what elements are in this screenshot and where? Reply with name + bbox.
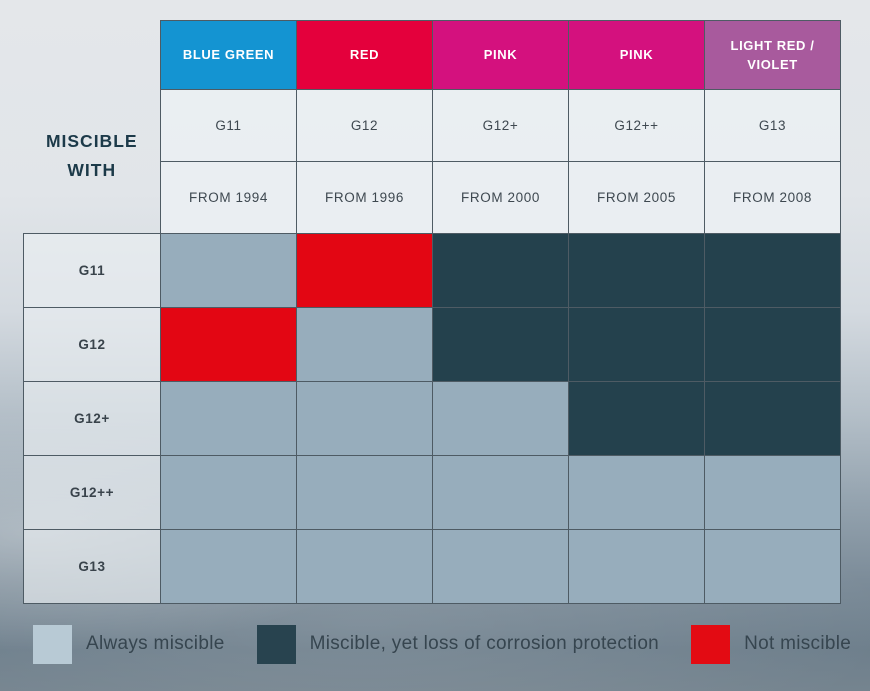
legend-label-always-miscible: Always miscible	[86, 633, 225, 654]
column-year-g13: FROM 2008	[704, 161, 841, 234]
column-color-header-g13: LIGHT RED / VIOLET	[704, 20, 841, 90]
matrix-cell-g12-g11	[160, 307, 297, 382]
legend-item-loss-of-protection: Miscible, yet loss of corrosion protecti…	[256, 624, 660, 664]
matrix-cell-g13-g12pp	[568, 529, 705, 604]
legend-swatch-always-miscible	[33, 624, 72, 664]
column-code-g12p: G12+	[432, 89, 569, 162]
column-color-header-g12pp: PINK	[568, 20, 705, 90]
matrix-cell-g12-g12pp	[568, 307, 705, 382]
legend-swatch-not-miscible	[691, 624, 731, 664]
matrix-table: MISCIBLE WITH BLUE GREEN RED PINK PINK LIGHT …	[23, 20, 841, 604]
matrix-cell-g12pp-g12pp	[568, 455, 705, 530]
legend-label-loss-of-protection: Miscible, yet loss of corrosion protecti…	[309, 633, 660, 654]
header-color-row: MISCIBLE WITH BLUE GREEN RED PINK PINK LIGHT …	[24, 20, 841, 180]
column-code-g13: G13	[704, 89, 841, 162]
column-year-g12: FROM 1996	[296, 161, 433, 234]
row-label-g12p: G12+	[23, 381, 161, 456]
matrix-row-g12p: G12+	[23, 381, 841, 456]
legend-item-always-miscible: Always miscible	[33, 624, 225, 664]
legend-label-not-miscible: Not miscible	[744, 633, 852, 654]
row-label-g13: G13	[23, 529, 161, 604]
matrix-cell-g12p-g13	[704, 381, 841, 456]
matrix-cell-g12-g12	[296, 307, 433, 382]
header-since-row: FROM 1994 FROM 1996 FROM 2000 FROM 2005 FROM…	[24, 161, 841, 234]
row-label-g11: G11	[23, 233, 161, 308]
matrix-cell-g12pp-g12p	[432, 455, 569, 530]
matrix-cell-g12-g13	[704, 307, 841, 382]
page-title: MISCIBLE WITH	[45, 131, 138, 181]
column-code-g12pp: G12++	[568, 89, 705, 162]
matrix-cell-g12p-g12p	[432, 381, 569, 456]
matrix-cell-g12p-g12	[296, 381, 433, 456]
matrix-cell-g11-g12pp	[568, 233, 705, 308]
column-year-g12p: FROM 2000	[432, 161, 569, 234]
column-year-g12pp: FROM 2005	[568, 161, 705, 234]
matrix-cell-g12p-g12pp	[568, 381, 705, 456]
column-code-g12: G12	[296, 89, 433, 162]
matrix-cell-g11-g12	[296, 233, 433, 308]
matrix-cell-g13-g13	[704, 529, 841, 604]
matrix-row-g12: G12	[23, 307, 841, 382]
header-code-row: G11 G12 G12+ G12++ G13	[24, 89, 841, 162]
matrix-row-g13: G13	[23, 529, 841, 604]
legend: Always miscible Miscible, yet loss of co…	[33, 622, 851, 666]
matrix-table-body: MISCIBLE WITH BLUE GREEN RED PINK PINK LIGHT …	[23, 20, 841, 604]
column-color-header-g12p: PINK	[432, 20, 569, 90]
matrix-cell-g12pp-g12	[296, 455, 433, 530]
matrix-row-g11: G11	[23, 233, 841, 308]
table-corner-cell: MISCIBLE WITH	[24, 21, 161, 234]
column-code-g11: G11	[160, 89, 297, 162]
matrix-cell-g11-g12p	[432, 233, 569, 308]
matrix-cell-g12pp-g13	[704, 455, 841, 530]
matrix-cell-g11-g11	[160, 233, 297, 308]
column-year-g11: FROM 1994	[160, 161, 297, 234]
legend-swatch-loss-of-protection	[256, 624, 296, 664]
matrix-cell-g13-g12	[296, 529, 433, 604]
matrix-cell-g11-g13	[704, 233, 841, 308]
row-label-g12: G12	[23, 307, 161, 382]
matrix-cell-g12pp-g11	[160, 455, 297, 530]
matrix-cell-g12p-g11	[160, 381, 297, 456]
matrix-cell-g12-g12p	[432, 307, 569, 382]
legend-item-not-miscible: Not miscible	[691, 624, 852, 664]
column-color-header-g11: BLUE GREEN	[160, 20, 297, 90]
row-label-g12pp: G12++	[23, 455, 161, 530]
matrix-cell-g13-g12p	[432, 529, 569, 604]
matrix-cell-g13-g11	[160, 529, 297, 604]
column-color-header-g12: RED	[296, 20, 433, 90]
matrix-row-g12pp: G12++	[23, 455, 841, 530]
